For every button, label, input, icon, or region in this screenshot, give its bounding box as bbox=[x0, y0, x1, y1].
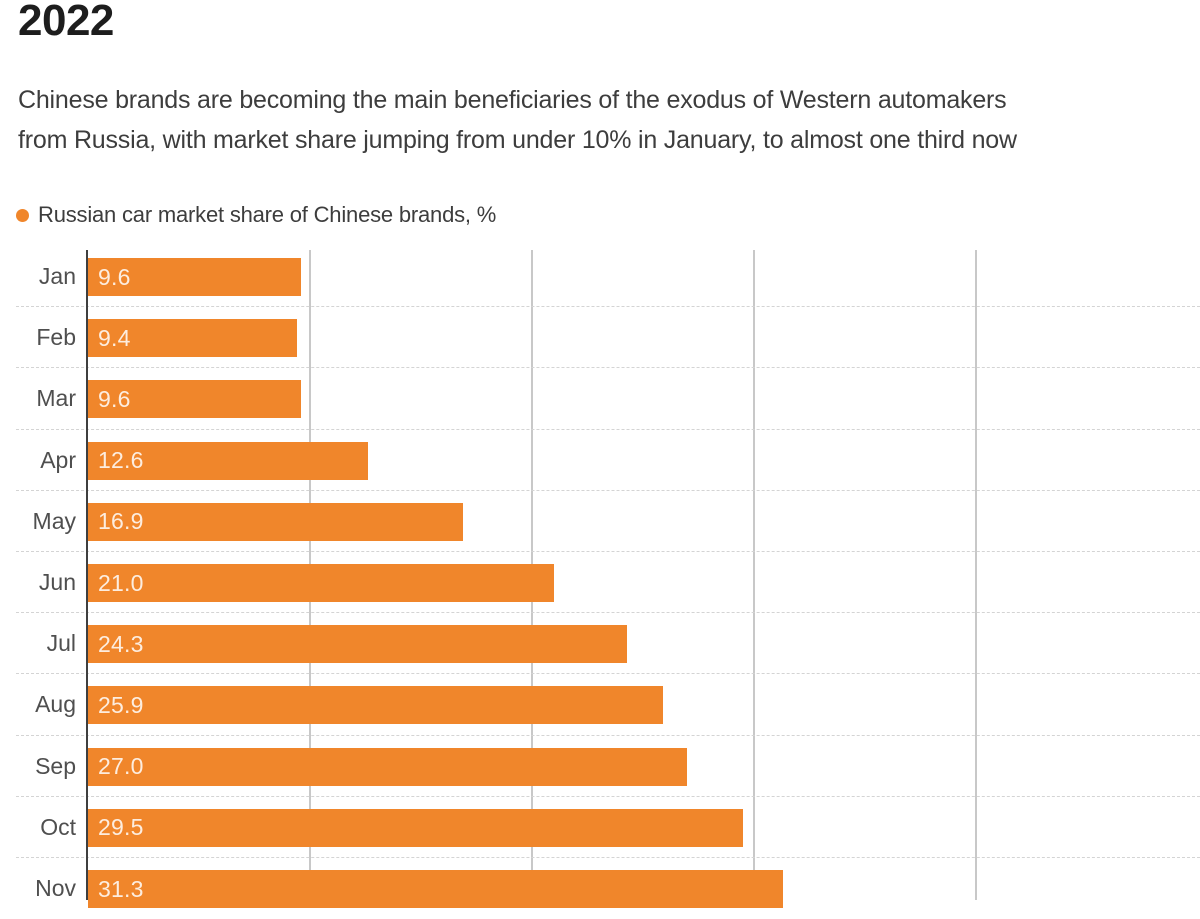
bar: 12.6 bbox=[88, 441, 368, 480]
chart-row: Apr 12.6 bbox=[0, 430, 1200, 491]
chart-subtitle: Chinese brands are becoming the main ben… bbox=[18, 80, 1017, 160]
row-separator bbox=[16, 550, 1200, 552]
category-label: Sep bbox=[35, 752, 76, 779]
category-label: Jul bbox=[46, 630, 76, 657]
row-separator bbox=[16, 489, 1200, 491]
chart-row: Jul 24.3 bbox=[0, 613, 1200, 675]
category-label: Jun bbox=[38, 569, 76, 596]
bar-value-label: 31.3 bbox=[98, 875, 144, 902]
row-separator bbox=[16, 306, 1200, 308]
chart-row: Feb 9.4 bbox=[0, 307, 1200, 369]
bar-value-label: 21.0 bbox=[98, 569, 144, 596]
row-separator bbox=[16, 612, 1200, 614]
chart-row: Jun 21.0 bbox=[0, 552, 1200, 614]
y-axis-line bbox=[86, 250, 88, 900]
bar: 9.6 bbox=[88, 380, 302, 419]
chart-row: Oct 29.5 bbox=[0, 797, 1200, 858]
bar: 27.0 bbox=[88, 747, 688, 786]
bar-value-label: 25.9 bbox=[98, 691, 144, 718]
chart-row: Nov 31.3 bbox=[0, 858, 1200, 919]
subtitle-line-1: Chinese brands are becoming the main ben… bbox=[18, 86, 1007, 114]
bar-chart: Jan 9.6 Feb 9.4 Mar 9.6 Apr 12.6 May 16.9 Jun 21.0 J… bbox=[0, 246, 1200, 908]
category-label: Feb bbox=[36, 324, 76, 351]
bar-value-label: 16.9 bbox=[98, 508, 144, 535]
category-label: Nov bbox=[35, 875, 76, 902]
bar: 9.4 bbox=[88, 319, 297, 358]
legend-marker-icon bbox=[16, 208, 29, 222]
chart-row: May 16.9 bbox=[0, 491, 1200, 552]
bar-value-label: 9.4 bbox=[98, 324, 131, 351]
gridline bbox=[975, 250, 977, 900]
bar: 9.6 bbox=[88, 258, 302, 296]
bar: 25.9 bbox=[88, 686, 663, 725]
row-separator bbox=[16, 367, 1200, 369]
row-separator bbox=[16, 795, 1200, 797]
bar-value-label: 29.5 bbox=[98, 814, 144, 841]
subtitle-line-2: from Russia, with market share jumping f… bbox=[18, 126, 1017, 154]
row-separator bbox=[16, 673, 1200, 675]
legend-label: Russian car market share of Chinese bran… bbox=[38, 202, 497, 227]
bar-value-label: 27.0 bbox=[98, 753, 144, 780]
row-separator bbox=[16, 856, 1200, 858]
bar-value-label: 9.6 bbox=[98, 385, 131, 412]
category-label: Oct bbox=[40, 813, 76, 840]
bar: 21.0 bbox=[88, 564, 555, 602]
bar: 16.9 bbox=[88, 502, 464, 541]
chart-row: Jan 9.6 bbox=[0, 246, 1200, 308]
row-separator bbox=[16, 734, 1200, 736]
chart-row: Sep 27.0 bbox=[0, 736, 1200, 797]
category-label: Aug bbox=[35, 691, 76, 718]
category-label: Mar bbox=[36, 385, 76, 412]
row-separator bbox=[16, 428, 1200, 430]
category-label: Jan bbox=[38, 263, 76, 290]
category-label: Apr bbox=[40, 446, 76, 473]
bar-value-label: 12.6 bbox=[98, 447, 144, 474]
chart-row: Aug 25.9 bbox=[0, 674, 1200, 736]
page-title: 2022 bbox=[18, 0, 114, 45]
bar: 31.3 bbox=[88, 870, 783, 908]
bar: 24.3 bbox=[88, 625, 628, 664]
chart-row: Mar 9.6 bbox=[0, 368, 1200, 430]
bar: 29.5 bbox=[88, 808, 743, 847]
bar-value-label: 9.6 bbox=[98, 263, 131, 290]
gridline bbox=[753, 250, 755, 900]
category-label: May bbox=[32, 507, 76, 534]
bar-value-label: 24.3 bbox=[98, 630, 144, 657]
chart-legend: Russian car market share of Chinese bran… bbox=[16, 202, 496, 228]
